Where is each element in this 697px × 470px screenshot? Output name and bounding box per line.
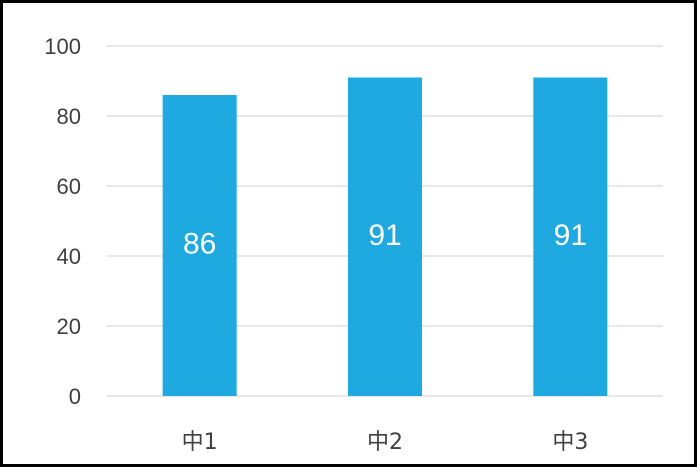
bar [348,77,422,396]
x-category-label: 中2 [367,430,403,455]
y-tick-label: 80 [57,104,81,129]
bar-chart: 0 20 40 60 80 100 86 91 91 中1 中2 中3 [44,34,663,455]
bars [162,77,608,396]
y-tick-label: 20 [57,314,81,339]
data-label: 91 [368,219,401,252]
y-tick-label: 40 [57,244,81,269]
data-label: 86 [183,228,216,261]
x-category-label: 中3 [552,430,588,455]
y-tick-label: 60 [57,174,81,199]
bar [533,77,608,396]
y-axis-ticks: 0 20 40 60 80 100 [44,34,81,409]
data-labels: 86 91 91 [183,219,587,261]
data-label: 91 [554,219,587,252]
y-tick-label: 100 [44,34,81,59]
y-tick-label: 0 [69,384,81,409]
bar [162,95,237,396]
x-axis-categories: 中1 中2 中3 [182,430,589,455]
x-category-label: 中1 [182,430,218,455]
